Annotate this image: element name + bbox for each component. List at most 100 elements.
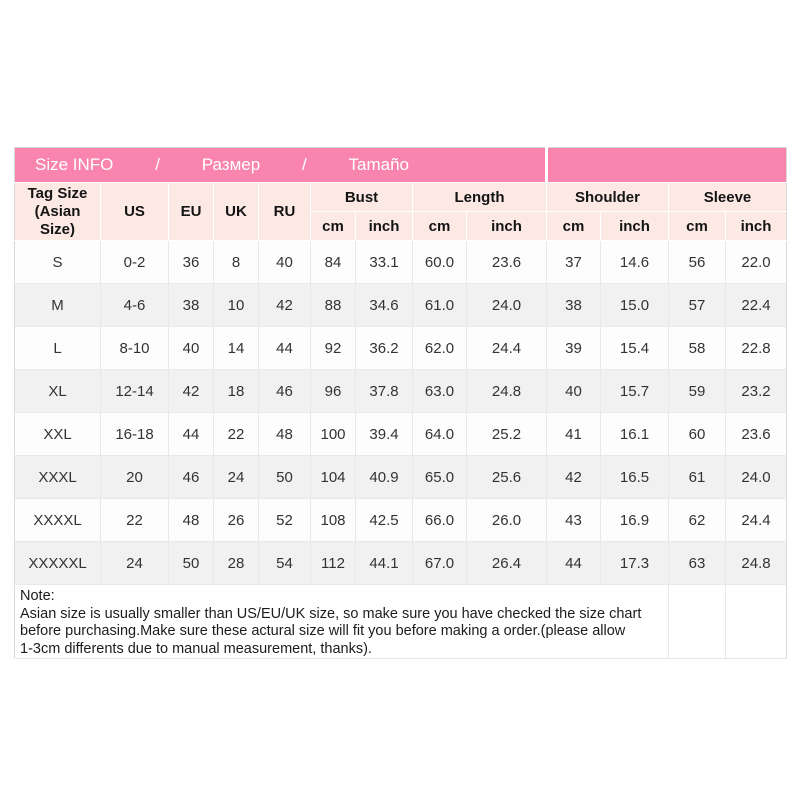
cell-shoulder-cm: 44 [546,541,601,585]
table-row-s: S 0-2 36 8 40 84 33.1 60.0 23.6 37 14.6 … [14,240,787,284]
tag-cell: XXL [14,412,101,456]
note-row-empty-cell-1 [668,584,726,659]
cell-length-inch: 23.6 [466,240,547,284]
cell-bust-inch: 40.9 [355,455,413,499]
cell-shoulder-inch: 14.6 [600,240,669,284]
cell-bust-inch: 42.5 [355,498,413,542]
cell-ru: 48 [258,412,311,456]
cell-bust-cm: 104 [310,455,356,499]
tag-cell: S [14,240,101,284]
title-bar-right-cell [546,147,787,183]
cell-shoulder-cm: 43 [546,498,601,542]
unit-shoulder-inch: inch [600,211,669,241]
cell-eu: 42 [168,369,214,413]
note-line-2: before purchasing.Make sure these actura… [20,623,626,639]
cell-uk: 24 [213,455,259,499]
cell-sleeve-inch: 23.2 [725,369,787,413]
cell-bust-cm: 88 [310,283,356,327]
col-header-tag-size: Tag Size (Asian Size) [14,182,101,241]
tag-cell: L [14,326,101,370]
cell-bust-cm: 108 [310,498,356,542]
cell-eu: 38 [168,283,214,327]
cell-bust-inch: 33.1 [355,240,413,284]
unit-shoulder-cm: cm [546,211,601,241]
cell-length-inch: 25.2 [466,412,547,456]
cell-sleeve-cm: 59 [668,369,726,413]
cell-ru: 46 [258,369,311,413]
table-row-xxxl: XXXL 20 46 24 50 104 40.9 65.0 25.6 42 1… [14,455,787,499]
table-row-xl: XL 12-14 42 18 46 96 37.8 63.0 24.8 40 1… [14,369,787,413]
cell-length-cm: 61.0 [412,283,467,327]
title-razmer: Размер [201,155,261,174]
cell-us: 20 [100,455,169,499]
col-header-length: Length [412,182,547,212]
note-row: Note: Asian size is usually smaller than… [14,584,787,659]
cell-bust-inch: 39.4 [355,412,413,456]
title-bar-labels: Size INFO / Размер / Tamaño [35,155,409,175]
col-header-bust: Bust [310,182,413,212]
cell-length-cm: 62.0 [412,326,467,370]
col-header-shoulder: Shoulder [546,182,669,212]
size-chart-table: Size INFO / Размер / Tamaño Tag Size (As… [14,147,787,659]
cell-bust-inch: 44.1 [355,541,413,585]
cell-shoulder-inch: 16.9 [600,498,669,542]
cell-sleeve-inch: 22.8 [725,326,787,370]
cell-us: 24 [100,541,169,585]
cell-uk: 18 [213,369,259,413]
cell-eu: 44 [168,412,214,456]
cell-uk: 26 [213,498,259,542]
col-header-uk: UK [213,182,259,241]
cell-length-cm: 67.0 [412,541,467,585]
cell-shoulder-cm: 38 [546,283,601,327]
cell-bust-cm: 100 [310,412,356,456]
cell-shoulder-inch: 16.1 [600,412,669,456]
cell-sleeve-inch: 22.0 [725,240,787,284]
tag-cell: XXXXL [14,498,101,542]
tag-size-line2: (Asian Size) [34,202,81,238]
table-row-xxxxl: XXXXL 22 48 26 52 108 42.5 66.0 26.0 43 … [14,498,787,542]
unit-length-cm: cm [412,211,467,241]
cell-sleeve-inch: 24.0 [725,455,787,499]
col-header-eu: EU [168,182,214,241]
cell-length-cm: 60.0 [412,240,467,284]
note-line-3: 1-3cm differents due to manual measureme… [20,640,372,657]
cell-ru: 50 [258,455,311,499]
tag-cell: XXXXXL [14,541,101,585]
cell-shoulder-inch: 15.7 [600,369,669,413]
cell-length-inch: 24.0 [466,283,547,327]
note-text: Note: Asian size is usually smaller than… [14,584,669,659]
cell-sleeve-inch: 22.4 [725,283,787,327]
note-line-1: Asian size is usually smaller than US/EU… [20,605,642,622]
cell-eu: 46 [168,455,214,499]
unit-bust-inch: inch [355,211,413,241]
header-group-row: Tag Size (Asian Size) US EU UK RU Bust L… [14,182,787,241]
cell-ru: 52 [258,498,311,542]
cell-sleeve-inch: 24.4 [725,498,787,542]
cell-bust-cm: 96 [310,369,356,413]
cell-shoulder-cm: 37 [546,240,601,284]
cell-bust-inch: 37.8 [355,369,413,413]
cell-uk: 14 [213,326,259,370]
cell-us: 0-2 [100,240,169,284]
title-slash-2: / [301,155,307,174]
unit-sleeve-inch: inch [725,211,787,241]
title-bar-left-cell: Size INFO / Размер / Tamaño [14,147,548,183]
cell-sleeve-inch: 23.6 [725,412,787,456]
unit-bust-cm: cm [310,211,356,241]
cell-sleeve-cm: 63 [668,541,726,585]
cell-sleeve-inch: 24.8 [725,541,787,585]
cell-us: 12-14 [100,369,169,413]
cell-shoulder-cm: 42 [546,455,601,499]
cell-sleeve-cm: 57 [668,283,726,327]
note-title: Note: [20,588,55,604]
cell-length-cm: 64.0 [412,412,467,456]
unit-sleeve-cm: cm [668,211,726,241]
title-slash-1: / [155,155,160,174]
cell-length-cm: 66.0 [412,498,467,542]
cell-uk: 10 [213,283,259,327]
cell-uk: 28 [213,541,259,585]
cell-length-inch: 26.0 [466,498,547,542]
cell-shoulder-inch: 17.3 [600,541,669,585]
cell-bust-cm: 92 [310,326,356,370]
cell-shoulder-cm: 41 [546,412,601,456]
